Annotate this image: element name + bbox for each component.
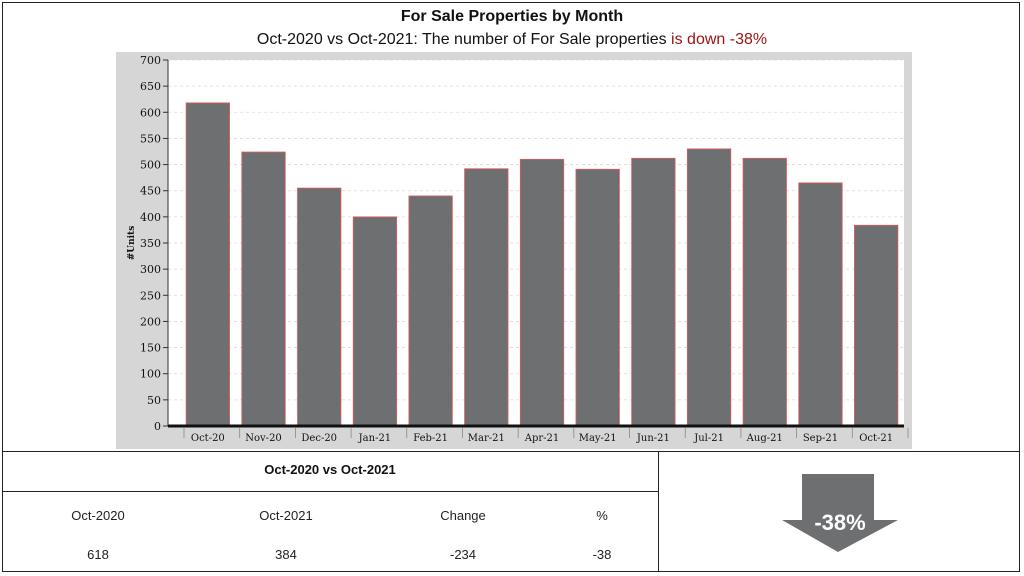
bar bbox=[798, 182, 843, 427]
y-tick-label: 50 bbox=[147, 394, 161, 407]
bar bbox=[352, 216, 398, 427]
bar bbox=[854, 224, 899, 427]
x-tick-label: Mar-21 bbox=[468, 433, 505, 444]
x-tick-label: Aug-21 bbox=[746, 433, 783, 444]
x-tick-label: Oct-20 bbox=[191, 433, 225, 444]
y-tick-label: 550 bbox=[140, 132, 161, 145]
y-tick-label: 450 bbox=[140, 185, 161, 198]
y-axis-label: #Units bbox=[127, 226, 137, 261]
change-indicator-label: -38% bbox=[814, 510, 865, 535]
down-arrow-shape bbox=[782, 474, 898, 552]
table-heading: Oct-2020 vs Oct-2021 bbox=[264, 462, 396, 477]
divider-top bbox=[2, 451, 1020, 452]
table-value-percent: -38 bbox=[592, 547, 612, 562]
y-tick-label: 500 bbox=[140, 159, 161, 172]
table-value-change: -234 bbox=[449, 547, 477, 562]
y-tick-label: 700 bbox=[140, 54, 161, 67]
y-tick-label: 350 bbox=[140, 237, 161, 250]
chart-panel: 0 50 100 150 200 250 300 350 400 450 500 550 600 650 7… bbox=[116, 52, 912, 449]
y-tick-label: 150 bbox=[140, 342, 161, 355]
y-tick-label: 300 bbox=[140, 263, 161, 276]
bar bbox=[297, 187, 342, 427]
bar bbox=[631, 157, 676, 427]
divider-vertical bbox=[658, 452, 659, 572]
table-col-oct-2020: Oct-2020 bbox=[71, 508, 125, 523]
bar bbox=[519, 158, 565, 427]
table-value-oct-2021: 384 bbox=[275, 547, 297, 562]
y-tick-label: 100 bbox=[140, 368, 161, 381]
table-col-percent: % bbox=[596, 508, 608, 523]
bar-chart: 0 50 100 150 200 250 300 350 400 450 500 550 600 650 7… bbox=[127, 54, 909, 444]
y-tick-label: 600 bbox=[140, 106, 161, 119]
table-col-oct-2021: Oct-2021 bbox=[259, 508, 313, 523]
bar bbox=[575, 168, 620, 427]
bar bbox=[241, 151, 286, 427]
table-header-divider bbox=[2, 491, 658, 492]
y-tick-label: 650 bbox=[140, 80, 161, 93]
x-tick-label: Oct-21 bbox=[859, 433, 893, 444]
chart-subtitle: Oct-2020 vs Oct-2021: The number of For … bbox=[0, 31, 1024, 49]
bar bbox=[686, 148, 732, 427]
x-tick-label: May-21 bbox=[579, 433, 617, 444]
chart-title: For Sale Properties by Month bbox=[400, 8, 624, 25]
bar bbox=[464, 168, 509, 427]
change-indicator: -38% bbox=[780, 472, 900, 559]
x-tick-label: Jun-21 bbox=[636, 433, 670, 444]
subtitle-highlight: is down -38% bbox=[671, 31, 768, 48]
down-arrow-icon: -38% bbox=[782, 474, 898, 552]
x-tick-label: Jul-21 bbox=[693, 433, 724, 444]
x-tick-label: Apr-21 bbox=[524, 433, 560, 444]
x-tick-label: Nov-20 bbox=[245, 433, 282, 444]
x-tick-label: Feb-21 bbox=[413, 433, 448, 444]
bar bbox=[185, 102, 230, 427]
table-col-change: Change bbox=[440, 508, 486, 523]
x-tick-label: Dec-20 bbox=[301, 433, 337, 444]
table-value-oct-2020: 618 bbox=[87, 547, 109, 562]
subtitle-text: Oct-2020 vs Oct-2021: The number of For … bbox=[256, 31, 667, 48]
y-tick-label: 0 bbox=[154, 420, 161, 433]
y-tick-label: 250 bbox=[140, 289, 161, 302]
bar bbox=[408, 195, 453, 427]
y-tick-label: 200 bbox=[140, 315, 161, 328]
x-tick-label: Sep-21 bbox=[803, 433, 838, 444]
bar bbox=[742, 157, 787, 427]
y-tick-label: 400 bbox=[140, 211, 161, 224]
x-tick-label: Jan-21 bbox=[358, 433, 392, 444]
